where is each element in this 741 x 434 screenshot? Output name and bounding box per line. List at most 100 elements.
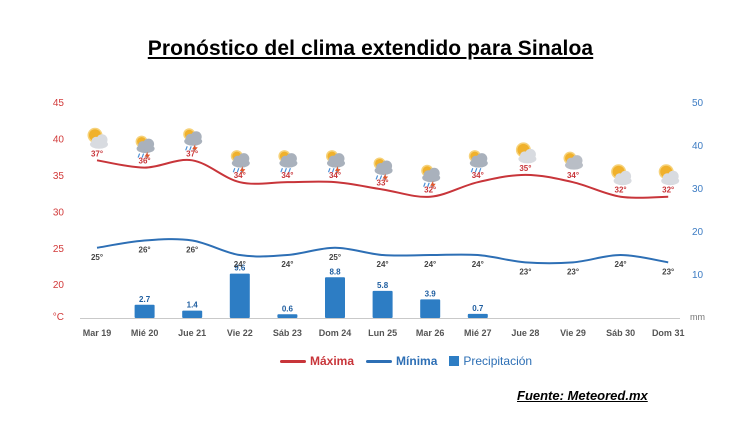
precip-label: 0.6 bbox=[282, 304, 294, 313]
x-axis: Mar 19 Mié 20 Jue 21 Vie 22 Sáb 23 Dom 24 Lun … bbox=[83, 328, 685, 338]
temperature-lines bbox=[96, 158, 669, 265]
y-left-unit: °C bbox=[53, 312, 64, 323]
bolt bbox=[382, 173, 389, 183]
y-right-tick: 50 bbox=[692, 98, 704, 109]
y-left-tick: 30 bbox=[53, 207, 65, 218]
bolt bbox=[335, 166, 341, 176]
source-note: Fuente: Meteored.mx bbox=[517, 388, 648, 403]
min-line bbox=[96, 238, 669, 265]
precip-label: 0.7 bbox=[472, 304, 484, 313]
min-label: 23° bbox=[567, 267, 579, 276]
min-label: 24° bbox=[377, 260, 389, 269]
rain-drop bbox=[236, 167, 240, 173]
cloud-part bbox=[667, 170, 679, 182]
rain-drop bbox=[288, 167, 291, 173]
cloud-part bbox=[238, 153, 250, 165]
max-label: 34° bbox=[281, 171, 293, 180]
bolt bbox=[192, 144, 198, 154]
storm-icon bbox=[183, 128, 203, 154]
rain-drop bbox=[427, 182, 430, 187]
y-right-tick: 20 bbox=[692, 227, 704, 238]
max-label: 37° bbox=[91, 149, 103, 158]
storm-icon bbox=[135, 135, 155, 161]
x-tick-label: Jue 21 bbox=[178, 328, 206, 338]
precip-bar bbox=[277, 314, 298, 318]
rain-drop bbox=[423, 182, 426, 187]
precip-label: 2.7 bbox=[139, 295, 151, 304]
sun-cloud-icon bbox=[611, 164, 632, 186]
x-tick-label: Mié 27 bbox=[464, 328, 492, 338]
min-label: 24° bbox=[615, 260, 627, 269]
rain-drop bbox=[375, 175, 379, 180]
precip-bar bbox=[229, 273, 250, 318]
min-label: 24° bbox=[472, 260, 484, 269]
legend-precip: Precipitación bbox=[449, 354, 532, 368]
precip-label: 5.8 bbox=[377, 281, 389, 290]
rain-icon bbox=[278, 150, 298, 173]
cloud-part bbox=[571, 155, 583, 167]
y-left-tick: 45 bbox=[53, 98, 65, 109]
x-tick-label: Lun 25 bbox=[368, 328, 397, 338]
cloud-part bbox=[143, 138, 155, 150]
max-label: 32° bbox=[424, 186, 436, 195]
min-label: 24° bbox=[234, 260, 246, 269]
rain-drop bbox=[331, 167, 335, 173]
precip-bar bbox=[420, 299, 441, 318]
min-label: 23° bbox=[519, 267, 531, 276]
x-tick-label: Jue 28 bbox=[511, 328, 539, 338]
y-axis-left: 45 40 35 30 25 20 °C bbox=[53, 98, 65, 323]
precip-label: 1.4 bbox=[187, 301, 199, 310]
legend-min-swatch bbox=[366, 359, 393, 363]
max-label: 32° bbox=[615, 186, 627, 195]
min-label: 23° bbox=[662, 267, 674, 276]
cloud-part bbox=[333, 153, 345, 165]
y-left-tick: 40 bbox=[53, 134, 65, 145]
y-axis-right: 50 40 30 20 10 mm bbox=[690, 98, 705, 322]
storm-icon bbox=[326, 150, 345, 176]
sun-cloud-icon bbox=[87, 127, 108, 149]
legend-precip-label: Precipitación bbox=[463, 354, 533, 368]
x-tick-label: Mar 26 bbox=[416, 328, 445, 338]
y-right-tick: 10 bbox=[692, 270, 704, 281]
cloud-part bbox=[381, 160, 393, 172]
precip-bar bbox=[134, 304, 155, 318]
rain-drop bbox=[137, 153, 141, 158]
min-label: 25° bbox=[329, 253, 341, 262]
min-label: 24° bbox=[281, 260, 293, 269]
y-right-tick: 40 bbox=[692, 141, 704, 152]
x-tick-label: Vie 29 bbox=[560, 328, 586, 338]
cloud-part bbox=[285, 153, 297, 165]
bolt bbox=[239, 166, 246, 176]
x-tick-label: Vie 22 bbox=[227, 328, 253, 338]
data-labels: 2.7 1.4 9.6 0.6 8.8 5.8 3.9 0.7 37° 36° 37° 34° 34° 3… bbox=[91, 149, 674, 313]
precip-bar bbox=[372, 290, 393, 318]
rain-drop bbox=[232, 167, 236, 173]
min-label: 24° bbox=[424, 260, 436, 269]
precip-bar bbox=[182, 310, 203, 318]
rain-drop bbox=[284, 167, 287, 173]
storm-icon bbox=[421, 164, 441, 190]
cloud-part bbox=[620, 170, 632, 182]
max-label: 36° bbox=[139, 157, 151, 166]
precip-label: 8.8 bbox=[329, 267, 341, 276]
rain-drop bbox=[379, 175, 383, 180]
legend-precip-swatch bbox=[449, 356, 460, 366]
max-label: 32° bbox=[662, 186, 674, 195]
cloud-part bbox=[428, 167, 440, 179]
legend: Máxima Mínima Precipitación bbox=[280, 353, 544, 369]
y-left-tick: 20 bbox=[53, 280, 65, 291]
y-right-tick: 30 bbox=[692, 184, 704, 195]
min-label: 25° bbox=[91, 253, 103, 262]
bolt bbox=[430, 180, 436, 190]
x-tick-label: Mar 19 bbox=[83, 328, 112, 338]
cloud-part bbox=[524, 148, 536, 160]
max-label: 33° bbox=[377, 178, 389, 187]
cloud-part bbox=[190, 131, 202, 143]
legend-max: Máxima bbox=[280, 354, 354, 368]
x-tick-label: Mié 20 bbox=[131, 328, 159, 338]
precip-bar bbox=[325, 277, 345, 318]
rain-drop bbox=[185, 146, 188, 151]
max-label: 34° bbox=[234, 171, 246, 180]
legend-max-label: Máxima bbox=[310, 354, 355, 368]
legend-min-label: Mínima bbox=[396, 354, 438, 368]
